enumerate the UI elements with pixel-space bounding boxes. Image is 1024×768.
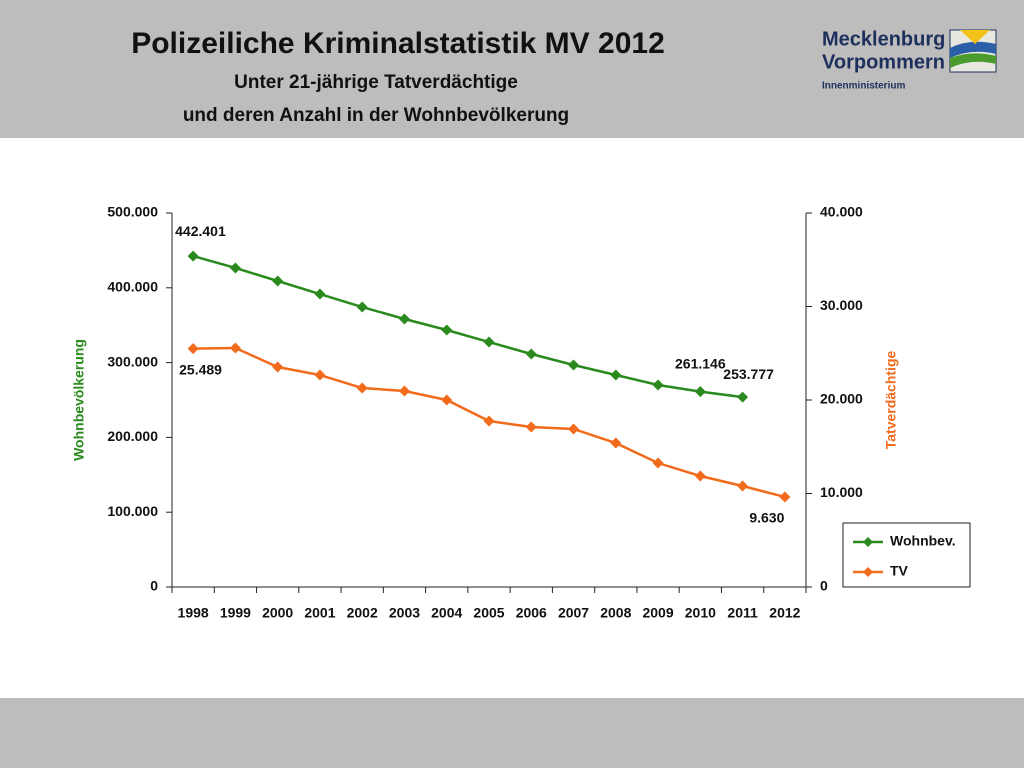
data-point xyxy=(187,250,199,262)
data-point xyxy=(610,369,622,381)
data-label: 442.401 xyxy=(175,223,226,239)
data-label: 261.146 xyxy=(675,355,726,371)
y-axis-label: Wohnbevölkerung xyxy=(71,339,87,461)
legend-label: TV xyxy=(890,563,909,579)
x-tick-label: 2003 xyxy=(389,605,420,621)
data-point xyxy=(441,324,453,336)
subtitle: und deren Anzahl in der Wohnbevölkerung xyxy=(183,105,569,126)
x-tick-label: 2004 xyxy=(431,605,462,621)
data-point xyxy=(694,470,706,482)
data-point xyxy=(272,361,284,373)
data-point xyxy=(525,348,537,360)
data-point xyxy=(229,342,241,354)
y-tick-label: 500.000 xyxy=(107,204,158,220)
x-tick-label: 2010 xyxy=(685,605,716,621)
data-point xyxy=(525,421,537,433)
data-point xyxy=(441,394,453,406)
data-label: 25.489 xyxy=(179,361,222,377)
legend-label: Wohnbev. xyxy=(890,533,956,549)
x-tick-label: 2012 xyxy=(769,605,800,621)
legend-box xyxy=(842,522,971,588)
y-tick-label: 400.000 xyxy=(107,279,158,295)
y2-tick-label: 10.000 xyxy=(820,484,863,500)
y-tick-label: 0 xyxy=(150,578,158,594)
x-tick-label: 2007 xyxy=(558,605,589,621)
data-point xyxy=(652,457,664,469)
data-point xyxy=(398,313,410,325)
data-label: 253.777 xyxy=(723,366,774,382)
data-point xyxy=(229,262,241,274)
data-point xyxy=(610,437,622,449)
data-point xyxy=(779,491,791,503)
data-point xyxy=(483,415,495,427)
data-point xyxy=(272,275,284,287)
x-tick-label: 2008 xyxy=(600,605,631,621)
y2-tick-label: 40.000 xyxy=(820,204,863,220)
data-point xyxy=(652,379,664,391)
x-tick-label: 2001 xyxy=(304,605,335,621)
data-point xyxy=(314,369,326,381)
x-tick-label: 2006 xyxy=(516,605,547,621)
series-line xyxy=(192,254,743,399)
y-tick-label: 200.000 xyxy=(107,428,158,444)
x-tick-label: 2009 xyxy=(642,605,673,621)
x-tick-label: 1999 xyxy=(220,605,251,621)
y2-tick-label: 30.000 xyxy=(820,297,863,313)
footer-band xyxy=(0,698,1024,768)
y-tick-label: 100.000 xyxy=(107,503,158,519)
data-point xyxy=(398,385,410,397)
data-point xyxy=(737,391,749,403)
x-tick-label: 2000 xyxy=(262,605,293,621)
legend-marker xyxy=(863,537,873,547)
x-tick-label: 2005 xyxy=(473,605,504,621)
y2-tick-label: 0 xyxy=(820,578,828,594)
data-point xyxy=(483,336,495,348)
data-point xyxy=(737,480,749,492)
y-tick-label: 300.000 xyxy=(107,353,158,369)
data-point xyxy=(356,382,368,394)
data-label: 9.630 xyxy=(749,510,784,526)
logo-text: Vorpommern xyxy=(822,51,945,73)
x-tick-label: 2002 xyxy=(347,605,378,621)
data-point xyxy=(568,359,580,371)
header-band xyxy=(0,0,1024,138)
data-point xyxy=(568,423,580,435)
logo-icon xyxy=(949,29,997,73)
subtitle: Unter 21-jährige Tatverdächtige xyxy=(234,72,518,93)
x-tick-label: 2011 xyxy=(727,605,758,621)
data-point xyxy=(187,343,199,355)
logo-subtext: Innenministerium xyxy=(822,81,905,92)
data-point xyxy=(356,301,368,313)
slide-title: Polizeiliche Kriminalstatistik MV 2012 xyxy=(131,27,665,60)
data-point xyxy=(314,288,326,300)
y2-tick-label: 20.000 xyxy=(820,391,863,407)
y2-axis-label: Tatverdächtige xyxy=(883,351,899,450)
x-tick-label: 1998 xyxy=(178,605,209,621)
data-point xyxy=(694,386,706,398)
legend-marker xyxy=(863,567,873,577)
logo-text: Mecklenburg xyxy=(822,28,945,50)
